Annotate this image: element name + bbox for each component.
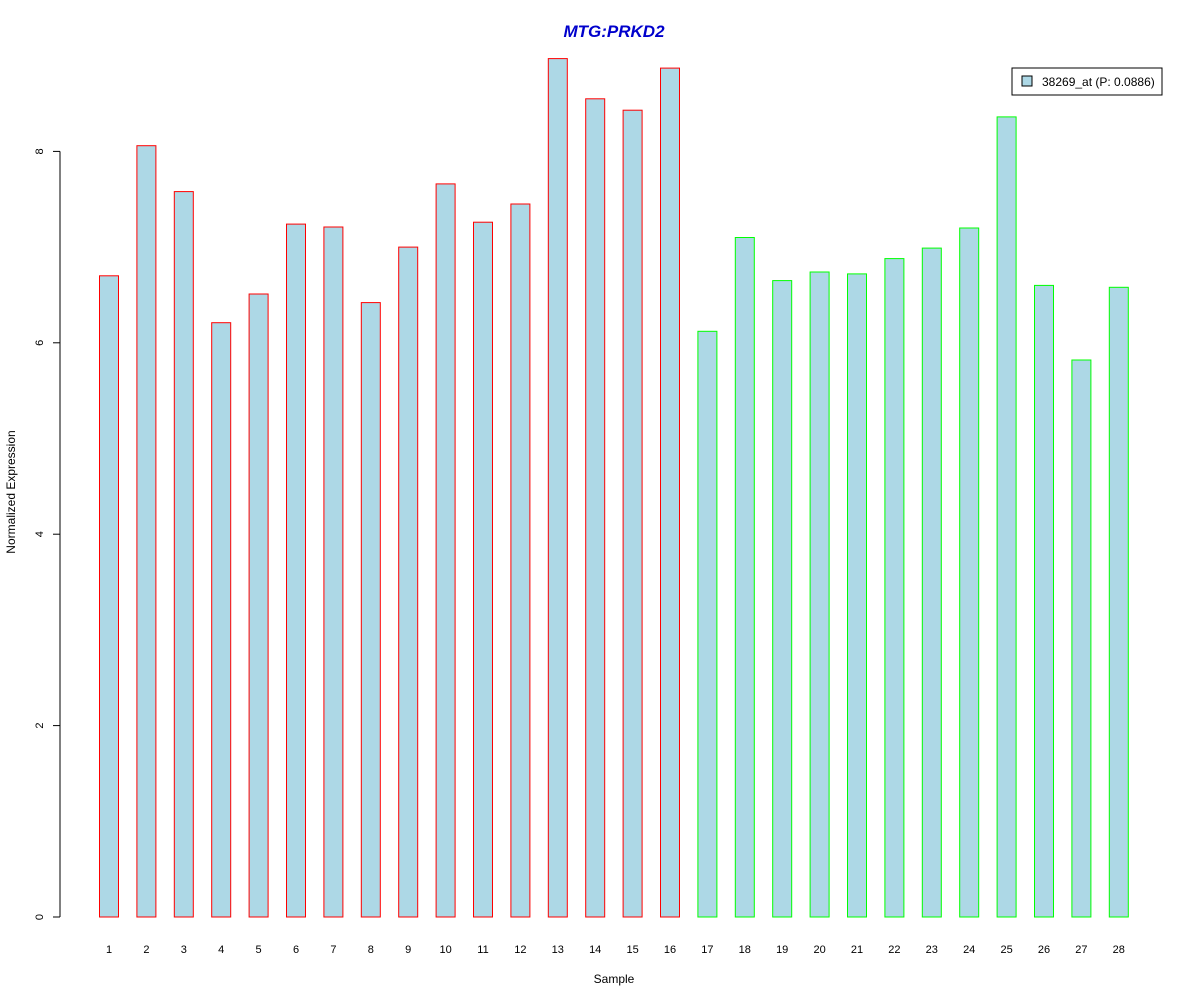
x-tick-label: 28 bbox=[1113, 944, 1125, 956]
x-axis-tick-labels: 1 2 3 4 5 6 7 8 9 10 11 12 13 14 15 16 17 18 19 20 21 22 23 24 2… bbox=[106, 944, 1125, 956]
x-tick-label: 2 bbox=[143, 944, 149, 956]
x-tick-label: 15 bbox=[626, 944, 638, 956]
y-tick-label: 0 bbox=[34, 914, 46, 920]
bars bbox=[99, 58, 1129, 918]
x-tick-label: 25 bbox=[1000, 944, 1012, 956]
bar-sample-24 bbox=[959, 227, 980, 918]
x-tick-label: 11 bbox=[477, 944, 488, 956]
x-tick-label: 16 bbox=[664, 944, 676, 956]
bar-sample-13 bbox=[547, 58, 568, 918]
y-tick-label: 6 bbox=[34, 340, 46, 346]
bar-sample-26 bbox=[1034, 284, 1054, 918]
y-tick-label: 2 bbox=[34, 723, 46, 729]
bar-sample-19 bbox=[772, 280, 793, 918]
bar-sample-18 bbox=[734, 237, 755, 918]
x-tick-label: 17 bbox=[701, 944, 713, 956]
x-tick-label: 18 bbox=[739, 944, 751, 956]
bar-sample-15 bbox=[622, 109, 643, 918]
x-tick-label: 19 bbox=[776, 944, 788, 956]
x-tick-label: 1 bbox=[106, 944, 112, 956]
bar-sample-16 bbox=[660, 67, 680, 918]
x-tick-label: 26 bbox=[1038, 944, 1050, 956]
x-tick-label: 10 bbox=[439, 944, 451, 956]
x-tick-label: 3 bbox=[181, 944, 187, 956]
legend-box bbox=[1011, 67, 1163, 96]
bar-sample-14 bbox=[585, 98, 606, 918]
bar-sample-23 bbox=[921, 247, 942, 918]
bar-sample-21 bbox=[847, 273, 867, 918]
bar-sample-8 bbox=[360, 302, 381, 918]
bar-sample-4 bbox=[211, 322, 232, 918]
x-tick-label: 24 bbox=[963, 944, 975, 956]
bar-sample-5 bbox=[248, 293, 269, 918]
bar-sample-7 bbox=[323, 226, 344, 918]
bar-sample-3 bbox=[173, 191, 194, 918]
y-tick-label: 4 bbox=[34, 531, 46, 537]
x-tick-label: 4 bbox=[218, 944, 224, 956]
y-tick-label: 8 bbox=[34, 148, 46, 154]
x-tick-label: 12 bbox=[514, 944, 526, 956]
x-tick-label: 20 bbox=[813, 944, 825, 956]
bar-sample-11 bbox=[473, 221, 493, 918]
bar-sample-25 bbox=[996, 116, 1017, 918]
bar-sample-20 bbox=[809, 271, 830, 918]
x-tick-label: 27 bbox=[1075, 944, 1087, 956]
x-tick-label: 13 bbox=[552, 944, 564, 956]
x-tick-label: 23 bbox=[926, 944, 938, 956]
x-tick-label: 21 bbox=[851, 944, 863, 956]
bar-sample-28 bbox=[1108, 286, 1129, 918]
bar-sample-2 bbox=[136, 145, 157, 918]
x-tick-label: 14 bbox=[589, 944, 601, 956]
bar-sample-12 bbox=[510, 203, 531, 918]
legend: 38269_at (P: 0.0886) bbox=[1011, 67, 1163, 96]
bar-sample-22 bbox=[884, 258, 905, 918]
legend-entry: 38269_at (P: 0.0886) bbox=[1042, 75, 1155, 89]
bar-sample-27 bbox=[1071, 359, 1092, 918]
x-tick-label: 9 bbox=[405, 944, 411, 956]
x-tick-label: 7 bbox=[330, 944, 336, 956]
bar-sample-10 bbox=[435, 183, 456, 918]
bar-sample-9 bbox=[398, 246, 419, 918]
x-tick-label: 6 bbox=[293, 944, 299, 956]
x-tick-label: 5 bbox=[256, 944, 262, 956]
bar-sample-1 bbox=[99, 275, 119, 918]
y-axis-label: Normalized Expression bbox=[4, 430, 18, 553]
legend-swatch bbox=[1021, 75, 1033, 87]
x-tick-label: 22 bbox=[888, 944, 900, 956]
x-axis-label: Sample bbox=[594, 972, 635, 986]
y-axis: 0 2 4 6 8 bbox=[34, 148, 61, 920]
bar-sample-6 bbox=[286, 223, 306, 918]
x-tick-label: 8 bbox=[368, 944, 374, 956]
bar-sample-17 bbox=[697, 330, 718, 918]
chart-title: MTG:PRKD2 bbox=[563, 22, 665, 41]
